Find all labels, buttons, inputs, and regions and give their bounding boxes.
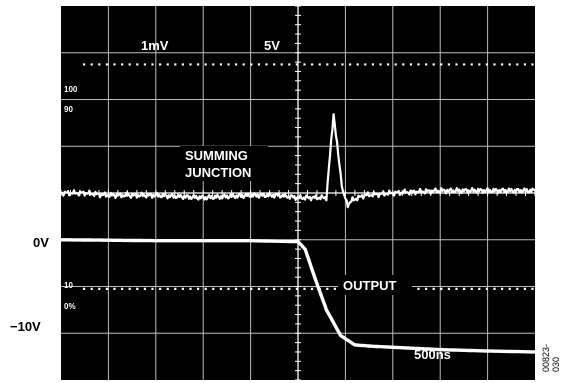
ch2-scale-label: 5V [264,38,280,53]
summing-junction-label-line2: JUNCTION [185,165,251,180]
output-trace [59,238,537,354]
ch1-scale-label: 1mV [141,38,169,53]
zero-volt-label: 0V [33,235,49,250]
graticule [60,5,536,381]
ref-label-90: 90 [64,105,73,114]
ref-label-100: 100 [64,85,78,94]
summing-junction-trace [59,113,537,209]
time-scale-label: 500ns [414,347,451,362]
minus-ten-volt-label: −10V [10,319,41,334]
ref-label-0pct: 0% [64,302,76,311]
ref-label-10: 10 [64,281,73,290]
figure-id: 00823-030 [541,343,561,372]
output-label: OUTPUT [338,275,412,295]
output-label-text: OUTPUT [343,278,397,293]
traces [59,113,537,354]
summing-junction-label: SUMMING JUNCTION [180,146,268,181]
summing-junction-label-line1: SUMMING [185,148,248,163]
